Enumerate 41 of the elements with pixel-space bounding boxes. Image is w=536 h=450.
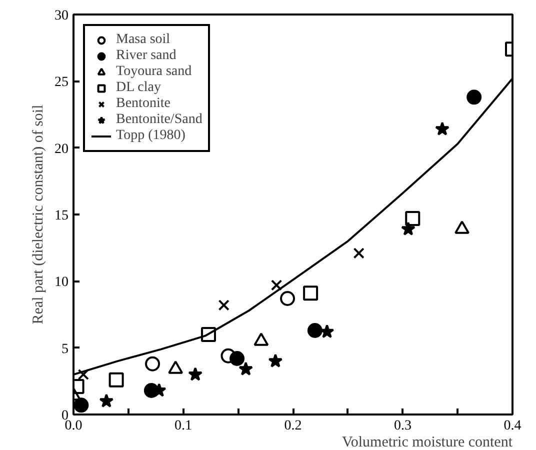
point <box>200 327 216 342</box>
point <box>218 300 230 311</box>
point <box>307 323 322 338</box>
point <box>435 122 450 136</box>
y-tick-label: 30 <box>54 8 68 24</box>
x-tick-label: 0.4 <box>504 418 522 434</box>
point <box>145 356 160 372</box>
point <box>466 90 482 105</box>
x-tick-label: 0.1 <box>174 418 192 434</box>
y-tick-label: 20 <box>54 142 68 157</box>
point <box>188 367 203 381</box>
y-tick-label: 25 <box>54 75 68 90</box>
legend-label: Bentonite/Sand <box>116 112 202 128</box>
point <box>405 211 420 226</box>
y-tick-label: 5 <box>62 342 68 357</box>
point <box>238 362 253 376</box>
point <box>78 368 89 380</box>
legend-label: Toyoura sand <box>116 64 192 80</box>
y-axis-title: Real part (dielectric constant) of soil <box>30 104 46 324</box>
point <box>303 286 318 301</box>
x-tick-label: 0.2 <box>284 418 302 434</box>
x-axis-title: Volumetric moisture content <box>342 434 514 450</box>
x-tick-label: 0.0 <box>64 418 82 434</box>
point <box>280 291 296 306</box>
legend-label: River sand <box>116 48 176 64</box>
point <box>270 280 282 291</box>
y-tick-label: 15 <box>54 208 68 224</box>
point <box>220 348 236 364</box>
point <box>230 351 245 366</box>
legend-label: Topp (1980) <box>116 128 186 144</box>
point <box>108 372 124 388</box>
point <box>99 394 114 408</box>
point <box>74 398 89 413</box>
legend-label: DL clay <box>116 80 161 96</box>
legend-label: Masa soil <box>116 32 170 48</box>
point <box>401 222 416 236</box>
point <box>268 354 283 368</box>
y-tick-label: 10 <box>54 275 68 290</box>
point <box>353 248 364 259</box>
legend-label: Bentonite <box>116 96 170 112</box>
x-tick-label: 0.3 <box>394 418 412 434</box>
